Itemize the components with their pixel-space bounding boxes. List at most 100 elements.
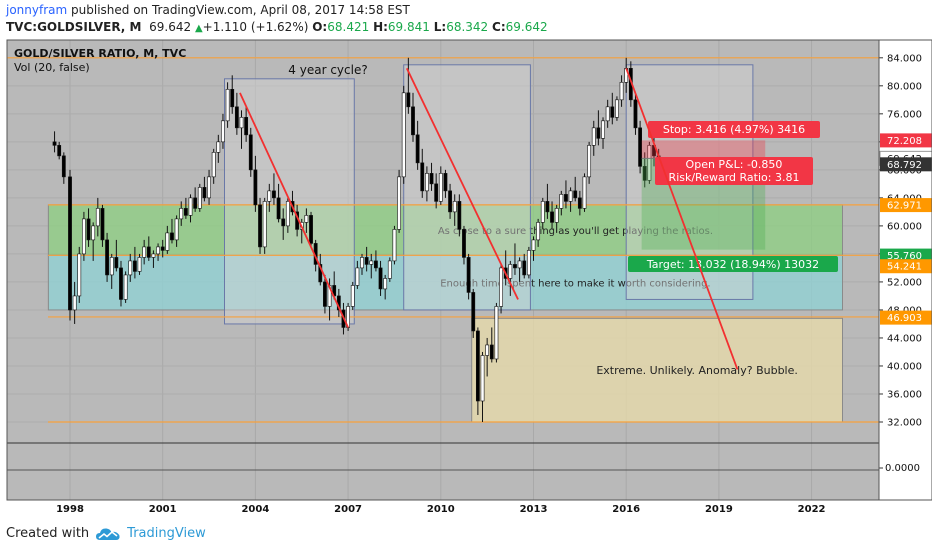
candle-body-4 — [72, 295, 77, 311]
candle-body-43 — [253, 169, 258, 206]
candle-body-92 — [480, 355, 485, 402]
candle-body-37 — [225, 89, 230, 122]
tradingview-link[interactable]: TradingView — [127, 526, 206, 541]
candle-body-35 — [216, 141, 221, 153]
pnl-label: Open P&L: -0.850 — [686, 158, 783, 171]
candle-body-41 — [244, 117, 249, 136]
close-label: C: — [492, 20, 506, 34]
candle-body-115 — [587, 145, 592, 178]
candle-body-71 — [383, 278, 388, 290]
up-arrow-icon: ▲ — [194, 23, 203, 34]
author-link[interactable]: jonnyfram — [6, 3, 68, 17]
candle-body-109 — [559, 194, 564, 209]
candle-body-69 — [374, 260, 378, 269]
candle-body-73 — [392, 229, 397, 262]
candle-body-112 — [573, 190, 578, 199]
candle-body-118 — [601, 120, 605, 139]
chart-frame — [6, 39, 932, 501]
candle-body-36 — [221, 120, 225, 143]
candle-body-55 — [309, 215, 313, 244]
candle-body-78 — [415, 134, 420, 164]
published-text: published on TradingView.com, April 08, … — [67, 3, 410, 17]
candle-body-16 — [128, 260, 133, 276]
zone-label-0: As close to a sure thing as you'll get p… — [438, 226, 713, 237]
candle-body-8 — [91, 225, 96, 241]
price-label-box-4 — [880, 248, 932, 263]
candle-body-108 — [554, 208, 559, 223]
chart-header: jonnyfram published on TradingView.com, … — [6, 2, 548, 37]
candle-body-0 — [52, 141, 57, 146]
x-tick-label-2: 2004 — [241, 504, 269, 515]
price-label-box-2 — [880, 157, 932, 172]
candle-body-31 — [197, 187, 202, 209]
candle-body-93 — [485, 344, 490, 356]
trend-line-1 — [405, 67, 519, 300]
zone-label-2: Extreme. Unlikely. Anomaly? Bubble. — [596, 364, 798, 377]
chart-title: GOLD/SILVER RATIO, M, TVC — [14, 47, 186, 60]
candle-body-57 — [318, 264, 323, 283]
y-tick-label-12: 36.000 — [887, 389, 922, 400]
candle-body-48 — [276, 197, 281, 220]
candle-body-100 — [517, 260, 522, 269]
y-tick-label-6: 60.000 — [887, 221, 922, 232]
candle-body-83 — [438, 173, 443, 202]
y-tick-label-10: 44.000 — [887, 333, 922, 344]
candle-body-40 — [239, 117, 244, 129]
candle-body-101 — [522, 260, 527, 276]
pnl-label-box — [655, 157, 813, 185]
candle-body-79 — [420, 162, 425, 192]
candle-body-122 — [619, 82, 624, 101]
y-tick-label-11: 40.000 — [887, 361, 922, 372]
risk-reward-label: Risk/Reward Ratio: 3.81 — [669, 171, 800, 184]
candle-body-46 — [267, 190, 272, 202]
price-chart[interactable]: As close to a sure thing as you'll get p… — [0, 0, 932, 520]
candle-body-89 — [466, 257, 471, 293]
candle-body-103 — [531, 239, 536, 251]
tradingview-cloud-icon — [96, 527, 120, 540]
candle-body-17 — [132, 260, 137, 272]
candle-body-39 — [234, 106, 239, 129]
target-label-box — [628, 256, 838, 272]
candle-body-44 — [258, 204, 262, 248]
candle-body-76 — [406, 92, 411, 108]
chart-subtitle: Vol (20, false) — [14, 61, 90, 74]
stop-label: Stop: 3.416 (4.97%) 3416 — [663, 123, 805, 136]
candle-body-50 — [285, 201, 290, 227]
candle-body-99 — [513, 264, 517, 269]
publisher-line: jonnyfram published on TradingView.com, … — [6, 2, 548, 19]
candle-body-87 — [457, 201, 462, 230]
volume-pane — [7, 443, 879, 500]
candle-body-82 — [434, 183, 439, 202]
candle-body-116 — [591, 127, 596, 146]
last-price: 69.642 — [149, 20, 192, 34]
price-label-box-3 — [880, 198, 932, 213]
candle-body-125 — [633, 99, 638, 129]
candle-body-11 — [105, 239, 109, 276]
candle-body-24 — [165, 232, 170, 251]
candle-body-47 — [272, 190, 276, 199]
x-tick-label-4: 2010 — [427, 504, 455, 515]
footer: Created with TradingView — [6, 526, 206, 541]
candle-body-75 — [401, 92, 406, 178]
trend-line-0 — [239, 92, 349, 328]
candle-body-107 — [550, 211, 554, 223]
candle-body-19 — [142, 246, 147, 258]
candle-body-77 — [411, 106, 415, 136]
position-tool[interactable]: Stop: 3.416 (4.97%) 3416 Open P&L: -0.850… — [628, 121, 838, 272]
price-label-6: 46.903 — [887, 313, 922, 324]
candle-body-64 — [350, 285, 355, 307]
candle-body-88 — [462, 229, 466, 258]
candle-body-126 — [638, 127, 643, 167]
candle-body-10 — [100, 208, 105, 241]
candle-body-33 — [207, 176, 211, 199]
candle-body-12 — [109, 257, 114, 276]
candle-body-2 — [61, 155, 66, 178]
y-tick-label-0: 84.000 — [887, 53, 922, 64]
candle-body-38 — [230, 89, 235, 108]
candle-body-7 — [86, 218, 91, 241]
candle-body-121 — [615, 99, 619, 118]
candle-body-102 — [526, 250, 531, 276]
candle-body-94 — [489, 344, 494, 360]
stop-label-box — [648, 121, 820, 138]
price-label-4: 55.760 — [887, 251, 922, 262]
